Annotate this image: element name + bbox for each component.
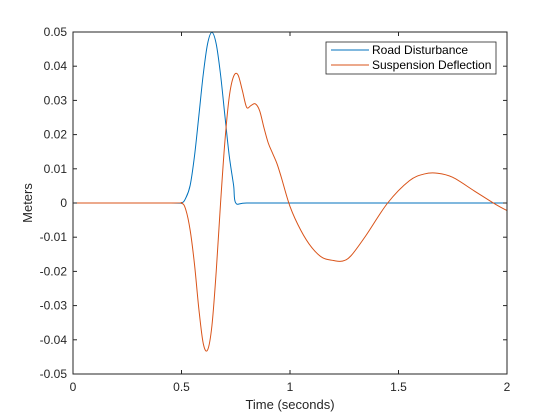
x-tick-label: 1.5 — [390, 380, 407, 394]
y-tick-label: 0.05 — [44, 25, 68, 39]
y-tick-label: -0.02 — [40, 264, 68, 278]
legend-label-suspension-deflection: Suspension Deflection — [372, 58, 491, 72]
y-axis-label: Meters — [20, 183, 35, 223]
y-tick-label: 0 — [60, 196, 67, 210]
x-tick-label: 2 — [504, 380, 511, 394]
y-tick-label: -0.04 — [40, 333, 68, 347]
x-axis-label: Time (seconds) — [245, 397, 334, 412]
legend-label-road-disturbance: Road Disturbance — [372, 43, 468, 57]
y-tick-label: 0.01 — [44, 162, 68, 176]
y-tick-label: -0.01 — [40, 230, 68, 244]
y-tick-label: 0.04 — [44, 59, 68, 73]
tick-layer: 0 0.5 1 1.5 2 -0.05 -0.04 -0.03 -0.02 -0.01 0 0.01 0… — [40, 25, 511, 394]
y-tick-label: -0.03 — [40, 299, 68, 313]
y-tick-label: 0.02 — [44, 128, 68, 142]
x-tick-label: 0 — [70, 380, 77, 394]
x-tick-label: 0.5 — [173, 380, 190, 394]
series-layer — [73, 31, 508, 352]
x-tick-label: 1 — [287, 380, 294, 394]
y-tick-label: -0.05 — [40, 367, 68, 381]
series-line-road-disturbance — [73, 31, 507, 205]
series-line-suspension-deflection — [73, 72, 508, 352]
legend-box — [325, 41, 497, 75]
y-tick-label: 0.03 — [44, 93, 68, 107]
legend: Road Disturbance Suspension Deflection — [325, 41, 497, 75]
